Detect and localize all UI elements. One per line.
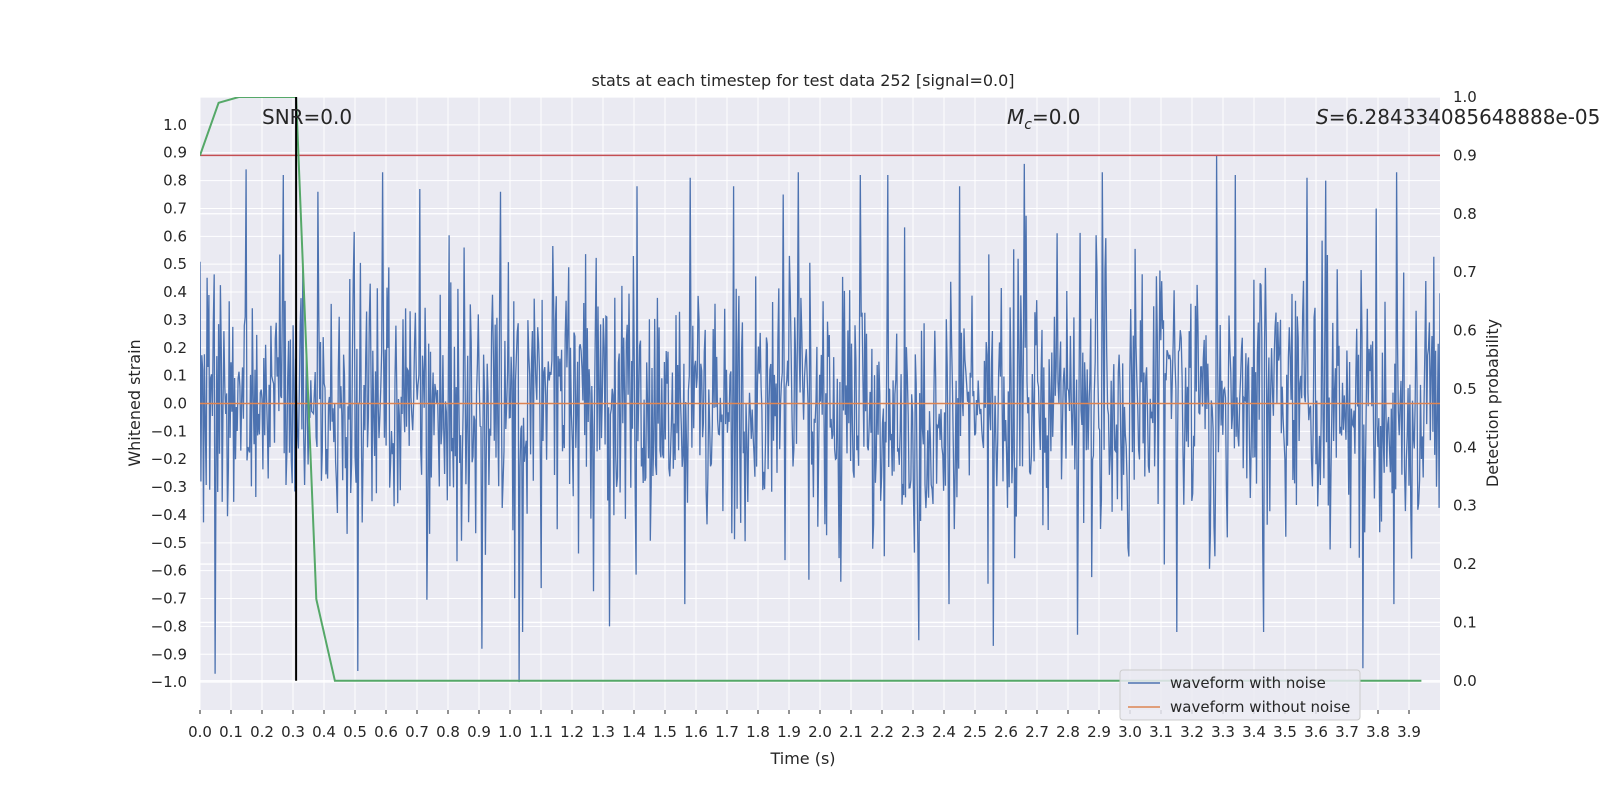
x-tick-label: 3.2 xyxy=(1180,723,1204,741)
x-tick-label: 0.3 xyxy=(281,723,305,741)
y-axis-label: Whitened strain xyxy=(125,339,144,466)
x-tick-label: 0.8 xyxy=(436,723,460,741)
legend: waveform with noise waveform without noi… xyxy=(1119,669,1361,721)
y-tick-label: 0.2 xyxy=(163,339,187,357)
y-tick-label: 0.4 xyxy=(163,283,187,301)
x-tick-label: 1.5 xyxy=(653,723,677,741)
y-tick-label: 0.8 xyxy=(163,172,187,190)
x-tick-label: 1.9 xyxy=(777,723,801,741)
series-waveform-with-noise xyxy=(200,155,1440,683)
s-value: =6.284334085648888e-05 xyxy=(1329,105,1600,129)
y-tick-label: −0.5 xyxy=(151,534,187,552)
x-tick-label: 2.9 xyxy=(1087,723,1111,741)
x-tick-label: 0.5 xyxy=(343,723,367,741)
y2-axis-label: Detection probability xyxy=(1483,319,1502,487)
x-tick-label: 2.6 xyxy=(994,723,1018,741)
x-tick-label: 3.5 xyxy=(1273,723,1297,741)
x-tick-label: 1.0 xyxy=(498,723,522,741)
x-tick-label: 2.4 xyxy=(932,723,956,741)
y-tick-label: 0.5 xyxy=(163,255,187,273)
y2-tick-label: 0.3 xyxy=(1453,497,1477,515)
s-annotation: S=6.284334085648888e-05 xyxy=(1316,105,1600,129)
y2-tick-label: 1.0 xyxy=(1453,88,1477,106)
x-tick-label: 2.8 xyxy=(1056,723,1080,741)
x-tick-label: 1.2 xyxy=(560,723,584,741)
x-tick-label: 1.3 xyxy=(591,723,615,741)
chirp-mass-annotation: Mc=0.0 xyxy=(1007,105,1081,133)
legend-label-noise: waveform with noise xyxy=(1170,674,1326,692)
y-tick-label: −1.0 xyxy=(151,673,187,691)
y2-tick-label: 0.1 xyxy=(1453,613,1477,631)
x-tick-label: 2.5 xyxy=(963,723,987,741)
y-tick-label: −0.3 xyxy=(151,478,187,496)
chirp-mass-subscript: c xyxy=(1024,117,1032,133)
x-tick-label: 3.0 xyxy=(1118,723,1142,741)
x-tick-label: 0.4 xyxy=(312,723,336,741)
chirp-mass-symbol: M xyxy=(1007,105,1024,129)
x-axis-ticks: 0.0 0.1 0.2 0.3 0.4 0.5 0.6 0.7 0.8 0.9 1.0 1.1 1.2 1… xyxy=(188,710,1421,741)
x-tick-label: 2.7 xyxy=(1025,723,1049,741)
y2-tick-label: 0.6 xyxy=(1453,322,1477,340)
snr-annotation: SNR=0.0 xyxy=(262,105,352,129)
x-tick-label: 3.7 xyxy=(1335,723,1359,741)
y-tick-label: −0.6 xyxy=(151,562,187,580)
x-tick-label: 1.4 xyxy=(622,723,646,741)
x-tick-label: 1.8 xyxy=(746,723,770,741)
y-tick-label: −0.9 xyxy=(151,645,187,663)
legend-label-clean: waveform without noise xyxy=(1170,698,1350,716)
noise-trace xyxy=(200,155,1440,683)
y2-tick-label: 0.0 xyxy=(1453,672,1477,690)
x-tick-label: 1.7 xyxy=(715,723,739,741)
x-tick-label: 0.9 xyxy=(467,723,491,741)
y-tick-label: 0.0 xyxy=(163,395,187,413)
chirp-mass-value: =0.0 xyxy=(1032,105,1081,129)
y2-tick-label: 0.4 xyxy=(1453,438,1477,456)
x-tick-label: 0.0 xyxy=(188,723,212,741)
x-tick-label: 0.6 xyxy=(374,723,398,741)
x-tick-label: 2.0 xyxy=(808,723,832,741)
y-tick-label: −0.1 xyxy=(151,422,187,440)
y-tick-label: −0.7 xyxy=(151,590,187,608)
x-tick-label: 2.2 xyxy=(870,723,894,741)
x-tick-label: 1.1 xyxy=(529,723,553,741)
y2-tick-label: 0.9 xyxy=(1453,146,1477,164)
x-tick-label: 0.7 xyxy=(405,723,429,741)
y2-tick-label: 0.2 xyxy=(1453,555,1477,573)
x-tick-label: 1.6 xyxy=(684,723,708,741)
chart-title: stats at each timestep for test data 252… xyxy=(591,71,1014,90)
x-axis-label: Time (s) xyxy=(769,749,835,768)
y-tick-label: 0.3 xyxy=(163,311,187,329)
x-tick-label: 0.1 xyxy=(219,723,243,741)
y-tick-label: −0.8 xyxy=(151,617,187,635)
y-tick-label: 1.0 xyxy=(163,116,187,134)
s-symbol: S xyxy=(1316,105,1329,129)
y2-axis-ticks: 1.0 0.9 0.8 0.7 0.6 0.5 0.4 0.3 0.2 0.1 0.0 xyxy=(1453,88,1477,690)
x-tick-label: 3.8 xyxy=(1366,723,1390,741)
x-tick-label: 3.1 xyxy=(1149,723,1173,741)
x-tick-label: 3.6 xyxy=(1304,723,1328,741)
x-tick-label: 3.4 xyxy=(1242,723,1266,741)
series-detection-probability xyxy=(200,97,1422,682)
y-tick-label: 0.7 xyxy=(163,199,187,217)
x-tick-label: 3.3 xyxy=(1211,723,1235,741)
x-tick-label: 3.9 xyxy=(1397,723,1421,741)
y-tick-label: 0.9 xyxy=(163,144,187,162)
x-tick-label: 2.1 xyxy=(839,723,863,741)
y2-tick-label: 0.8 xyxy=(1453,205,1477,223)
y-axis-ticks: 1.0 0.9 0.8 0.7 0.6 0.5 0.4 0.3 0.2 0.1 0.0 −0.1 −0.… xyxy=(151,116,187,691)
y2-tick-label: 0.7 xyxy=(1453,263,1477,281)
y-tick-label: 0.6 xyxy=(163,227,187,245)
x-tick-label: 0.2 xyxy=(250,723,274,741)
x-tick-label: 2.3 xyxy=(901,723,925,741)
y2-tick-label: 0.5 xyxy=(1453,380,1477,398)
y-tick-label: 0.1 xyxy=(163,367,187,385)
y-tick-label: −0.2 xyxy=(151,450,187,468)
y-tick-label: −0.4 xyxy=(151,506,187,524)
